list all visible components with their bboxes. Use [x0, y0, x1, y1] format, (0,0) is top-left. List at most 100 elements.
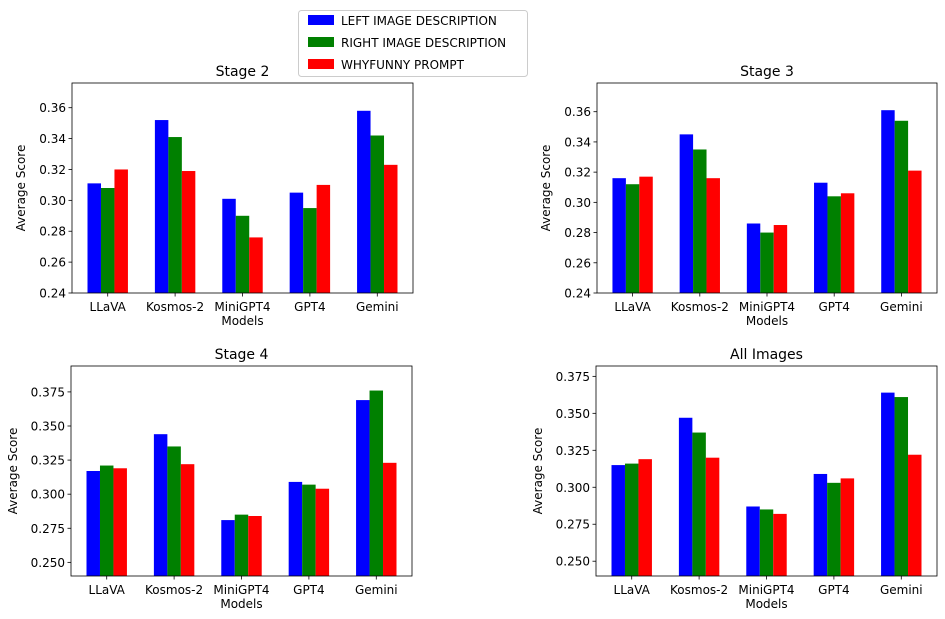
- bar: [235, 215, 250, 293]
- x-tick-label: Kosmos-2: [670, 583, 728, 597]
- bar: [369, 390, 384, 576]
- bar: [114, 169, 128, 293]
- bar: [357, 110, 371, 293]
- bar: [248, 516, 262, 576]
- x-tick-label: LLaVA: [90, 300, 127, 314]
- subplot-title: Stage 3: [740, 64, 794, 80]
- y-tick-label: 0.275: [556, 518, 590, 532]
- legend-swatch-left: [308, 15, 334, 25]
- bar: [813, 473, 828, 576]
- x-tick-label: Gemini: [880, 583, 923, 597]
- y-tick-label: 0.28: [564, 226, 591, 240]
- bar: [370, 135, 385, 293]
- bar: [100, 188, 115, 293]
- bar: [639, 176, 653, 293]
- x-axis-label: Models: [221, 314, 263, 328]
- bar: [221, 520, 235, 576]
- y-tick-label: 0.24: [564, 287, 591, 301]
- bar: [840, 193, 855, 293]
- bar: [894, 397, 909, 576]
- legend-label-whyfunny: WHYFUNNY PROMPT: [341, 58, 465, 72]
- bar: [222, 198, 236, 293]
- bar: [760, 232, 774, 293]
- bar: [302, 484, 316, 576]
- bar: [288, 481, 303, 576]
- y-axis-label: Average Score: [539, 145, 553, 232]
- y-tick-label: 0.36: [39, 101, 66, 115]
- bar: [827, 196, 841, 293]
- y-tick-label: 0.300: [556, 481, 590, 495]
- y-tick-label: 0.375: [556, 370, 590, 384]
- bar: [356, 400, 370, 576]
- y-axis-label: Average Score: [6, 428, 20, 515]
- bar: [706, 178, 720, 293]
- x-tick-label: LLaVA: [614, 300, 651, 314]
- bar: [625, 184, 640, 293]
- subplot-3: 0.250 0.275 0.300 0.325 0.350 0.375 LLaVA Kosmo…: [531, 347, 938, 611]
- bar: [153, 434, 168, 576]
- y-tick-label: 0.300: [31, 488, 65, 502]
- y-axis-label: Average Score: [531, 428, 545, 515]
- bar: [679, 134, 694, 293]
- x-tick-label: LLaVA: [614, 583, 651, 597]
- bar: [611, 465, 625, 576]
- bar: [289, 192, 304, 293]
- x-tick-label: Kosmos-2: [146, 300, 204, 314]
- y-tick-label: 0.30: [39, 194, 66, 208]
- y-tick-label: 0.32: [564, 166, 591, 180]
- bar: [638, 459, 652, 576]
- x-tick-label: GPT4: [293, 583, 325, 597]
- y-tick-label: 0.36: [564, 105, 591, 119]
- y-tick-label: 0.26: [564, 256, 591, 270]
- bar: [113, 468, 127, 576]
- x-tick-label: Gemini: [356, 300, 399, 314]
- subplot-title: Stage 4: [215, 347, 269, 363]
- bar: [303, 208, 317, 293]
- bar: [315, 488, 330, 576]
- x-tick-label: GPT4: [818, 583, 850, 597]
- bar: [154, 120, 169, 293]
- bar: [678, 417, 693, 576]
- bar: [181, 171, 196, 293]
- y-tick-label: 0.250: [31, 556, 65, 570]
- legend: LEFT IMAGE DESCRIPTION RIGHT IMAGE DESCR…: [298, 10, 528, 77]
- x-tick-label: LLaVA: [89, 583, 126, 597]
- bar: [316, 184, 331, 293]
- legend-swatch-right: [308, 37, 334, 47]
- legend-label-left: LEFT IMAGE DESCRIPTION: [341, 14, 497, 28]
- subplot-0: 0.24 0.26 0.28 0.30 0.32 0.34 0.36 LLaVA Kosmos-…: [14, 64, 414, 328]
- bar: [773, 513, 787, 576]
- x-tick-label: Gemini: [880, 300, 923, 314]
- x-tick-label: MiniGPT4: [214, 300, 270, 314]
- bar: [87, 183, 101, 293]
- y-tick-label: 0.34: [39, 132, 66, 146]
- x-tick-label: MiniGPT4: [739, 300, 795, 314]
- x-tick-label: Kosmos-2: [671, 300, 729, 314]
- y-axis-label: Average Score: [14, 145, 28, 232]
- bar: [692, 432, 706, 576]
- subplot-1: 0.24 0.26 0.28 0.30 0.32 0.34 0.36 LLaVA Kosmos-…: [539, 64, 938, 328]
- bar: [908, 170, 922, 293]
- y-tick-label: 0.325: [556, 444, 590, 458]
- subplot-title: All Images: [730, 347, 803, 363]
- bar: [167, 446, 181, 576]
- bar: [746, 223, 761, 293]
- bar: [249, 237, 263, 293]
- bar: [384, 164, 398, 293]
- bar: [693, 149, 707, 293]
- bar: [746, 506, 760, 576]
- bar: [759, 509, 774, 576]
- x-tick-label: GPT4: [294, 300, 326, 314]
- subplot-title: Stage 2: [216, 64, 270, 80]
- bar: [383, 462, 397, 576]
- x-axis-label: Models: [220, 597, 262, 611]
- x-tick-label: GPT4: [818, 300, 850, 314]
- y-tick-label: 0.24: [39, 287, 66, 301]
- bar: [86, 471, 100, 576]
- subplot-2: 0.250 0.275 0.300 0.325 0.350 0.375 LLaVA Kosmo…: [6, 347, 413, 611]
- y-tick-label: 0.275: [31, 522, 65, 536]
- bar: [612, 178, 626, 293]
- bar: [168, 137, 182, 293]
- x-tick-label: Kosmos-2: [145, 583, 203, 597]
